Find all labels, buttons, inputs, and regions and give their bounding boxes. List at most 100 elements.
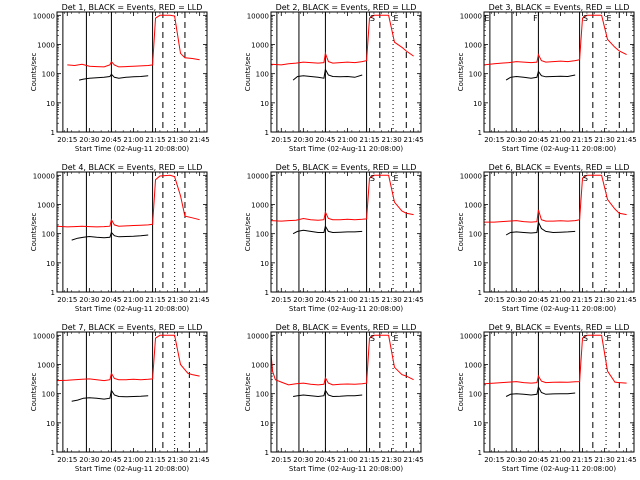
- detector-panel-4: Det 4, BLACK = Events, RED = LLD 1 10 100 10…: [30, 163, 210, 313]
- lld-series-line: [271, 174, 414, 222]
- x-tick-label: 21:15: [145, 136, 165, 144]
- plot-frame: [483, 171, 635, 293]
- y-tick-label: 100: [42, 391, 55, 399]
- plot-frame: [56, 331, 208, 453]
- y-tick-label: 10000: [460, 332, 482, 340]
- y-tick-label: 100: [469, 231, 482, 239]
- events-series-line: [505, 70, 576, 81]
- y-tick-label: 10: [46, 100, 55, 108]
- y-tick-label: 1000: [464, 41, 482, 49]
- time-marker-label: E: [606, 334, 611, 343]
- detector-panel-5: Det 5, BLACK = Events, RED = LLD 1 10 100 10…: [244, 163, 424, 313]
- x-tick-label: 20:45: [315, 136, 335, 144]
- y-tick-label: 100: [469, 71, 482, 79]
- panel-title: Det 2, BLACK = Events, RED = LLD: [276, 3, 417, 12]
- plot-frame: [270, 331, 422, 453]
- x-axis-label: Start Time (02-Aug-11 20:08:00): [289, 465, 403, 473]
- y-axis-label: Counts/sec: [30, 213, 38, 252]
- x-tick-label: 20:15: [484, 296, 504, 304]
- time-marker-label: S: [583, 334, 588, 343]
- lld-series-line: [57, 174, 200, 228]
- y-tick-label: 1000: [251, 41, 269, 49]
- x-tick-label: 20:45: [101, 296, 121, 304]
- y-tick-label: 1000: [37, 41, 55, 49]
- y-axis-label: Counts/sec: [457, 53, 465, 92]
- y-axis-label: Counts/sec: [244, 213, 252, 252]
- x-tick-label: 20:30: [293, 296, 313, 304]
- y-tick-label: 10: [46, 420, 55, 428]
- x-tick-label: 21:30: [167, 456, 187, 464]
- y-tick-label: 10000: [33, 172, 55, 180]
- y-tick-label: 10000: [33, 332, 55, 340]
- x-tick-label: 21:30: [381, 136, 401, 144]
- events-series-line: [292, 224, 363, 235]
- y-tick-label: 1000: [464, 201, 482, 209]
- x-tick-label: 21:15: [145, 296, 165, 304]
- y-tick-label: 1: [265, 449, 269, 457]
- y-axis-label: Counts/sec: [30, 53, 38, 92]
- x-tick-label: 20:30: [293, 456, 313, 464]
- x-tick-label: 20:45: [101, 136, 121, 144]
- lld-series-line: [484, 14, 627, 66]
- y-axis-label: Counts/sec: [457, 213, 465, 252]
- x-tick-label: 20:30: [293, 136, 313, 144]
- x-axis-label: Start Time (02-Aug-11 20:08:00): [75, 465, 189, 473]
- y-axis-label: Counts/sec: [30, 373, 38, 412]
- lld-series-line: [484, 174, 627, 223]
- time-marker-label: S: [583, 14, 588, 23]
- x-tick-label: 21:45: [404, 456, 424, 464]
- detector-panel-6: Det 6, BLACK = Events, RED = LLD 1 10 100 10…: [457, 163, 637, 313]
- y-tick-label: 100: [42, 231, 55, 239]
- y-tick-label: 10000: [33, 12, 55, 20]
- y-tick-label: 1: [51, 129, 55, 137]
- y-tick-label: 1: [478, 289, 482, 297]
- x-axis-label: Start Time (02-Aug-11 20:08:00): [75, 145, 189, 153]
- y-tick-label: 100: [256, 231, 269, 239]
- x-tick-label: 21:30: [594, 136, 614, 144]
- plot-area: [62, 12, 200, 132]
- x-tick-label: 20:30: [506, 296, 526, 304]
- x-tick-label: 20:45: [315, 296, 335, 304]
- y-tick-label: 10: [473, 420, 482, 428]
- x-tick-label: 20:15: [57, 136, 77, 144]
- x-tick-label: 21:15: [359, 296, 379, 304]
- panel-title: Det 3, BLACK = Events, RED = LLD: [489, 3, 630, 12]
- y-axis-label: Counts/sec: [244, 53, 252, 92]
- x-tick-label: 21:45: [404, 136, 424, 144]
- y-tick-label: 1: [51, 449, 55, 457]
- x-tick-label: 21:30: [594, 296, 614, 304]
- panel-title: Det 5, BLACK = Events, RED = LLD: [276, 163, 417, 172]
- x-tick-label: 21:45: [190, 136, 210, 144]
- panel-title: Det 4, BLACK = Events, RED = LLD: [62, 163, 203, 172]
- y-tick-label: 100: [256, 71, 269, 79]
- time-marker-label: F: [533, 14, 538, 23]
- x-tick-label: 21:45: [190, 296, 210, 304]
- x-tick-label: 21:00: [123, 296, 143, 304]
- x-tick-label: 20:30: [79, 296, 99, 304]
- panel-title: Det 8, BLACK = Events, RED = LLD: [276, 323, 417, 332]
- y-tick-label: 10000: [247, 332, 269, 340]
- x-tick-label: 21:00: [337, 456, 357, 464]
- y-axis-label: Counts/sec: [457, 373, 465, 412]
- time-marker-label: S: [370, 334, 375, 343]
- y-tick-label: 10000: [247, 172, 269, 180]
- plot-area: [57, 332, 200, 452]
- plot-frame: [270, 171, 422, 293]
- x-tick-label: 20:45: [315, 456, 335, 464]
- x-tick-label: 20:30: [79, 456, 99, 464]
- detector-panel-3: Det 3, BLACK = Events, RED = LLD 1 10 100 10…: [457, 3, 637, 153]
- x-tick-label: 20:15: [271, 456, 291, 464]
- y-tick-label: 100: [256, 391, 269, 399]
- y-tick-label: 10: [473, 100, 482, 108]
- x-tick-label: 21:30: [167, 296, 187, 304]
- x-tick-label: 20:30: [506, 456, 526, 464]
- x-tick-label: 21:15: [145, 456, 165, 464]
- x-tick-label: 21:30: [167, 136, 187, 144]
- y-tick-label: 1: [265, 129, 269, 137]
- time-marker-label: E: [393, 334, 398, 343]
